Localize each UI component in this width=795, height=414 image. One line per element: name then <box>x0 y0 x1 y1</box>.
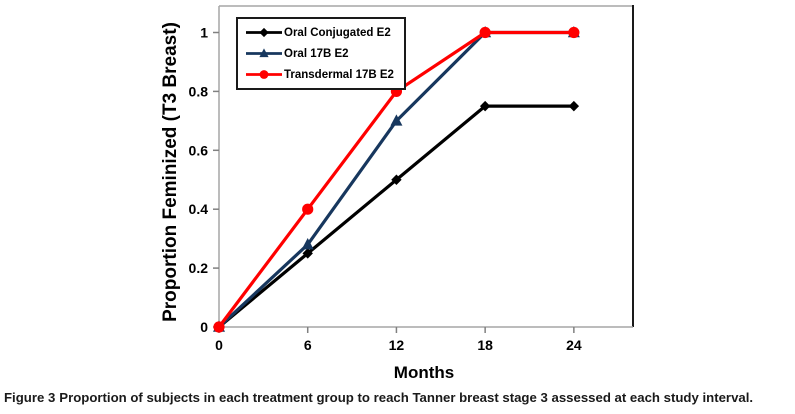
legend-marker-sample <box>259 48 269 58</box>
x-tick-label: 6 <box>304 337 312 353</box>
y-tick-label: 0.8 <box>189 83 209 99</box>
x-axis-title: Months <box>394 363 454 382</box>
x-tick-label: 24 <box>566 337 582 353</box>
legend-label: Oral Conjugated E2 <box>284 26 391 39</box>
diamond-marker-sample-icon <box>246 27 282 38</box>
data-point-diamond <box>568 100 580 112</box>
y-tick-label: 0.6 <box>189 142 209 158</box>
legend-entry: Oral Conjugated E2 <box>246 26 394 39</box>
figure-caption: Figure 3 Proportion of subjects in each t… <box>4 390 792 405</box>
y-tick-label: 0.2 <box>189 260 209 276</box>
data-point-triangle <box>390 114 403 126</box>
x-tick-label: 18 <box>477 337 493 353</box>
figure-caption-label: Figure 3 <box>4 390 56 405</box>
y-axis-title: Proportion Feminized (T3 Breast) <box>160 22 181 322</box>
data-point-triangle <box>301 238 314 250</box>
data-point-circle <box>302 203 314 215</box>
legend-entry: Oral 17B E2 <box>246 47 394 60</box>
data-point-circle <box>568 26 580 39</box>
triangle-marker-sample-icon <box>246 48 282 58</box>
y-tick-label: 0 <box>200 319 208 335</box>
series-line-diamond <box>217 104 574 329</box>
legend-label: Oral 17B E2 <box>284 47 349 60</box>
data-series <box>213 26 580 333</box>
data-point-diamond <box>479 100 491 112</box>
legend-entry: Transdermal 17B E2 <box>246 68 394 81</box>
x-tick-label: 12 <box>389 337 405 353</box>
data-point-diamond <box>302 248 313 259</box>
legend-marker-sample <box>259 27 269 38</box>
y-tick-label: 0.4 <box>189 201 209 217</box>
x-tick-label: 0 <box>215 337 223 353</box>
data-point-diamond <box>391 174 402 185</box>
legend-label: Transdermal 17B E2 <box>284 68 394 81</box>
line-chart: 0 0.2 0.4 0.6 0.8 1 0 6 12 18 24 Proportion Femini… <box>160 5 634 382</box>
circle-marker-sample-icon <box>246 70 282 79</box>
chart-legend: Oral Conjugated E2 Oral 17B E2 Transdermal… <box>236 17 406 90</box>
data-point-circle <box>213 321 225 333</box>
legend-marker-sample <box>259 70 269 79</box>
chart-canvas: 0 0.2 0.4 0.6 0.8 1 0 6 12 18 24 Proportion Femini… <box>160 5 634 382</box>
data-point-circle <box>479 26 491 39</box>
figure-caption-text: Proportion of subjects in each treatment… <box>59 390 754 405</box>
plot-frame <box>218 5 634 328</box>
y-tick-label: 1 <box>200 25 208 41</box>
axis-ticks: 0 0.2 0.4 0.6 0.8 1 0 6 12 18 24 <box>189 25 582 353</box>
